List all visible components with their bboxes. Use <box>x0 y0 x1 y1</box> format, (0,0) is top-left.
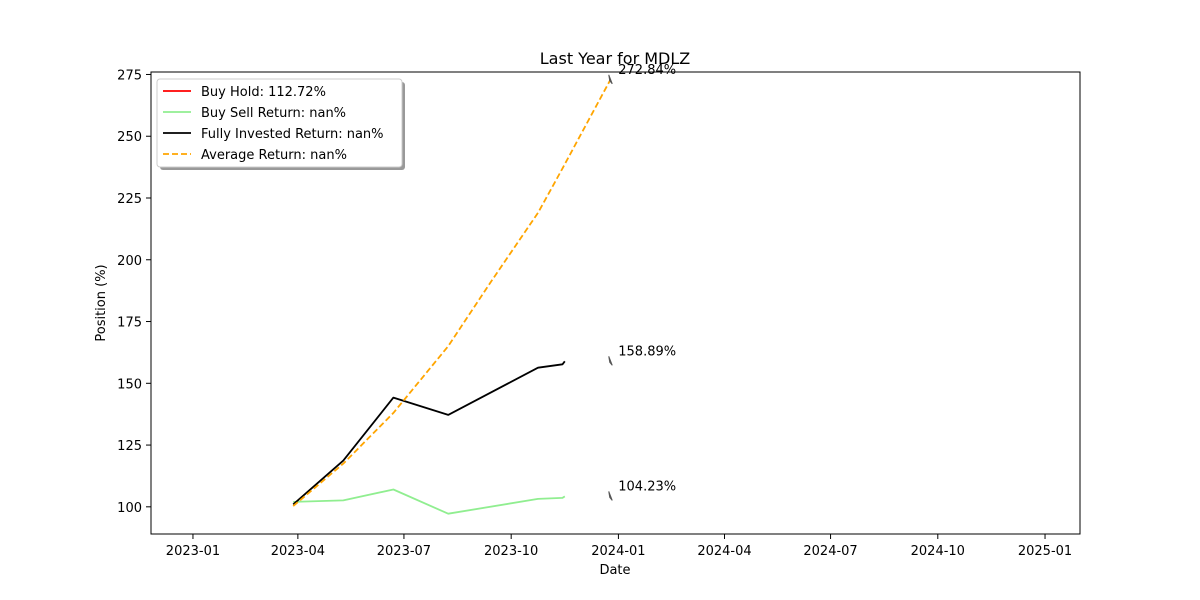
y-tick-label: 150 <box>117 377 142 392</box>
x-tick-label: 2024-04 <box>697 544 751 559</box>
annotation-marker <box>608 491 613 501</box>
legend-label-3: Average Return: nan% <box>201 148 347 163</box>
x-tick-label: 2024-10 <box>911 544 965 559</box>
annotation-marker <box>608 74 613 85</box>
legend-box <box>156 78 403 168</box>
legend: Buy Hold: 112.72% Buy Sell Return: nan% Fu… <box>156 78 405 170</box>
x-tick-label: 2023-07 <box>377 544 431 559</box>
annotation-label: 158.89% <box>618 344 676 359</box>
y-axis: 100 125 150 175 200 225 250 275 <box>117 68 151 516</box>
x-tick-label: 2024-07 <box>803 544 857 559</box>
x-tick-label: 2023-10 <box>484 544 538 559</box>
legend-label-1: Buy Sell Return: nan% <box>201 106 346 121</box>
chart-title: Last Year for MDLZ <box>540 49 691 68</box>
x-tick-label: 2023-04 <box>271 544 325 559</box>
annotations: 272.84% 158.89% 104.23% <box>608 63 676 501</box>
legend-label-2: Fully Invested Return: nan% <box>201 127 384 142</box>
annotation-label: 272.84% <box>618 63 676 78</box>
x-tick-label: 2023-01 <box>166 544 220 559</box>
x-tick-label: 2024-01 <box>591 544 645 559</box>
y-tick-label: 250 <box>117 130 142 145</box>
series-line-2 <box>292 360 566 506</box>
x-axis-label: Date <box>599 563 630 578</box>
annotation-marker <box>608 356 613 366</box>
plot-area <box>150 71 1081 535</box>
x-tick-label: 2025-01 <box>1018 544 1072 559</box>
y-tick-label: 125 <box>117 439 142 454</box>
y-tick-label: 200 <box>117 254 142 269</box>
y-tick-label: 100 <box>117 501 142 516</box>
plot-frame <box>150 71 1081 535</box>
y-tick-label: 225 <box>117 192 142 207</box>
y-tick-label: 275 <box>117 68 142 83</box>
series-line-1 <box>293 488 566 515</box>
annotation-label: 104.23% <box>618 479 676 494</box>
series-lines <box>292 79 612 515</box>
x-axis: 2023-01 2023-04 2023-07 2023-10 2024-01 2024-… <box>166 534 1072 559</box>
y-axis-label: Position (%) <box>94 264 109 341</box>
legend-label-0: Buy Hold: 112.72% <box>201 85 326 100</box>
y-tick-label: 175 <box>117 316 142 331</box>
series-line-3 <box>292 79 612 507</box>
